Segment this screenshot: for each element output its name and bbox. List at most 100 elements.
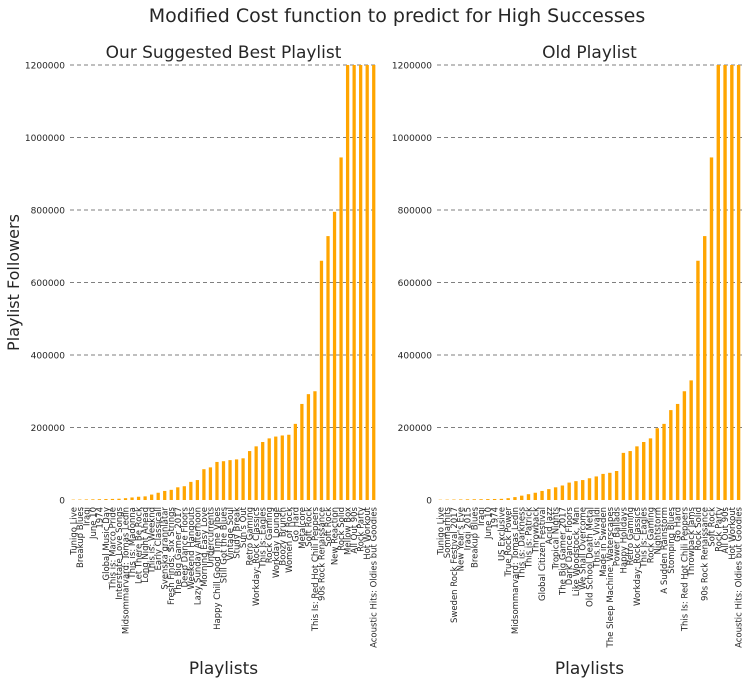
panel-1-bar-46 <box>372 65 375 500</box>
panel-1-ytick-label-0: 0 <box>59 497 65 507</box>
panel-1-ylabel: Playlist Followers <box>4 214 23 351</box>
panel-2-ytick-label-0: 0 <box>426 497 432 507</box>
panel-2-bar-16 <box>547 489 550 500</box>
panel-1-bar-25 <box>235 459 238 500</box>
figure-title: Modified Cost function to predict for Hi… <box>149 5 646 27</box>
panel-1-ytick-label-5: 1000000 <box>25 134 65 144</box>
panel-1-xlabel: Playlists <box>189 659 258 679</box>
panel-1-bar-19 <box>196 480 199 500</box>
panel-1-ytick-label-1: 200000 <box>31 424 66 434</box>
panel-2-bar-35 <box>676 404 679 500</box>
panel-1-bar-27 <box>248 451 251 500</box>
panel-1-bar-28 <box>255 446 258 500</box>
panel-2-xlabel: Playlists <box>555 659 624 679</box>
panel-1-bar-18 <box>189 482 192 500</box>
panel-2-bar-25 <box>608 473 611 500</box>
panel-2-bar-31 <box>649 438 652 500</box>
panel-2-bar-9 <box>500 499 503 500</box>
panel-2-bar-34 <box>669 410 672 500</box>
panel-1-bar-13 <box>157 493 160 500</box>
panel-2-bar-4 <box>466 499 469 500</box>
panel-2-bar-33 <box>662 424 665 500</box>
panel-2-bar-41 <box>717 65 720 500</box>
panel-2-bar-21 <box>581 480 584 500</box>
panel-2-bar-24 <box>601 474 604 500</box>
panel-2-bar-6 <box>479 499 482 500</box>
panel-1-bar-20 <box>202 469 205 500</box>
panel-1-bar-9 <box>130 497 133 500</box>
panel-2-bar-17 <box>554 487 557 500</box>
panel-1-bar-36 <box>307 394 310 500</box>
panel-1-ytick-label-2: 400000 <box>31 352 66 362</box>
panel-2-ytick-label-2: 400000 <box>398 352 433 362</box>
panel-1-bar-23 <box>222 461 225 500</box>
panel-2-bar-12 <box>520 496 523 500</box>
panel-2-bar-3 <box>459 499 462 500</box>
panel-2-ytick-label-4: 800000 <box>398 207 433 217</box>
panel-2-bar-40 <box>710 157 713 500</box>
panel-2-bar-37 <box>689 380 692 500</box>
panel-1-bar-37 <box>313 391 316 500</box>
panel-2-ytick-label-1: 200000 <box>398 424 433 434</box>
panel-2-bar-14 <box>534 493 537 500</box>
panel-2-bar-8 <box>493 499 496 500</box>
panel-1-bar-16 <box>176 487 179 500</box>
panel-2-bar-7 <box>486 499 489 500</box>
panel-1-bar-2 <box>85 499 88 500</box>
panel-1-bar-41 <box>339 157 342 500</box>
panel-1-bar-30 <box>268 438 271 500</box>
panel-1-bar-11 <box>143 496 146 500</box>
panel-2-bar-13 <box>527 494 530 500</box>
panel-1-bar-6 <box>111 499 114 500</box>
panel-2-bar-5 <box>473 499 476 500</box>
panel-1-bar-5 <box>104 499 107 500</box>
panel-1-ytick-label-4: 800000 <box>31 207 66 217</box>
panel-1-bar-22 <box>215 462 218 500</box>
panel-2-bar-39 <box>703 236 706 500</box>
panel-1-bar-29 <box>261 442 264 500</box>
panel-1-bar-43 <box>353 65 356 500</box>
panel-1-ytick-label-3: 600000 <box>31 279 66 289</box>
panel-1-bar-39 <box>326 236 329 500</box>
panel-1-bar-40 <box>333 212 336 500</box>
panel-2-xtick-label-44: Acoustic Hits: Oldies but Goodies <box>735 506 745 647</box>
panel-1-bar-24 <box>228 460 231 500</box>
panel-1-bar-15 <box>170 490 173 500</box>
panel-2-bar-19 <box>567 483 570 500</box>
panel-2-bar-44 <box>737 65 740 500</box>
panel-2-ytick-label-3: 600000 <box>398 279 433 289</box>
panel-2-bar-15 <box>540 491 543 500</box>
panel-2-bar-20 <box>574 481 577 500</box>
panel-2-bar-22 <box>588 478 591 500</box>
panel-1-xtick-label-46: Acoustic Hits: Oldies but Goodies <box>370 506 380 647</box>
panel-2-bar-18 <box>561 486 564 501</box>
panel-2-bar-10 <box>506 498 509 500</box>
panel-1-bar-10 <box>137 497 140 500</box>
panel-1-bar-34 <box>294 424 297 500</box>
panel-1-bar-44 <box>359 65 362 500</box>
panel-2-bar-42 <box>723 65 726 500</box>
panel-1-title: Our Suggested Best Playlist <box>106 43 342 63</box>
panel-2-bar-26 <box>615 471 618 500</box>
panel-2-bar-28 <box>628 451 631 500</box>
panel-2-bar-27 <box>622 453 625 500</box>
panel-1-bar-38 <box>320 261 323 500</box>
panel-1-bar-8 <box>124 498 127 500</box>
panel-1-ytick-label-6: 1200000 <box>25 62 65 72</box>
panel-2-bar-32 <box>656 428 659 500</box>
panel-1-bar-4 <box>98 499 101 500</box>
panel-2-bar-23 <box>595 476 598 500</box>
panel-2-bar-11 <box>513 497 516 500</box>
panel-1-bar-32 <box>281 435 284 500</box>
panel-2-title: Old Playlist <box>542 43 637 63</box>
panel-1-bar-26 <box>241 458 244 500</box>
panel-2-ytick-label-6: 1200000 <box>392 62 432 72</box>
panel-1-bar-35 <box>300 404 303 500</box>
panel-2-ytick-label-5: 1000000 <box>392 134 432 144</box>
panel-1-bar-33 <box>287 435 290 500</box>
panel-2-bar-30 <box>642 442 645 500</box>
panel-1-bar-45 <box>366 65 369 500</box>
panel-2-bar-38 <box>696 261 699 500</box>
